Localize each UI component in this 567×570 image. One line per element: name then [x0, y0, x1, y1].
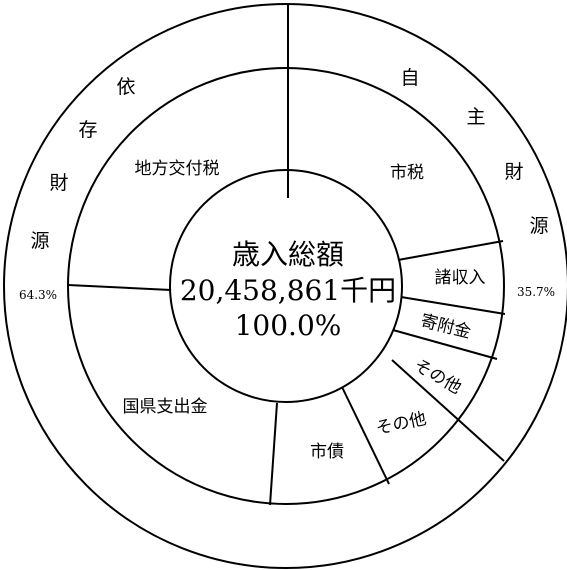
divider-sonota2	[341, 386, 390, 485]
outer-label-jishu-char: 主	[466, 106, 485, 128]
outer-label-izon: 依 存 財 源	[30, 76, 135, 252]
divider-shoki	[400, 296, 506, 315]
segment-label-sonota-2: その他	[374, 409, 428, 439]
center-title: 歳入総額	[232, 238, 344, 271]
segment-label-chihokofu: 地方交付税	[135, 159, 220, 179]
outer-ring-border	[3, 3, 567, 569]
outer-label-izon-char: 存	[78, 119, 97, 141]
center-percent: 100.0%	[235, 309, 342, 342]
outer-percent-jishu: 35.7%	[517, 285, 555, 299]
divider-left	[67, 284, 172, 291]
center-total: 20,458,861千円	[180, 274, 396, 307]
segment-label-shoshunyu: 諸収入	[435, 268, 486, 288]
outer-divider-lower-right	[391, 359, 505, 462]
segment-label-sonota-1: その他	[410, 355, 464, 398]
segment-label-shizei: 市税	[390, 163, 424, 183]
outer-label-jishu: 自 主 財 源	[400, 67, 548, 237]
outer-label-jishu-char: 自	[400, 67, 419, 89]
outer-label-izon-char: 依	[116, 76, 135, 98]
segment-label-kokken: 国県支出金	[123, 397, 208, 417]
outer-label-jishu-char: 源	[529, 215, 548, 237]
segment-label-kifukin: 寄附金	[419, 311, 473, 343]
divider-zeisho	[397, 240, 504, 261]
outer-percent-izon: 64.3%	[19, 288, 57, 302]
outer-label-izon-char: 源	[30, 230, 49, 252]
outer-label-izon-char: 財	[49, 172, 68, 194]
segment-label-shisai: 市債	[310, 442, 344, 462]
divider-shisai	[269, 402, 278, 506]
outer-label-jishu-char: 財	[504, 161, 523, 183]
center-circle-border	[169, 169, 403, 403]
divider-kifu	[392, 329, 498, 360]
